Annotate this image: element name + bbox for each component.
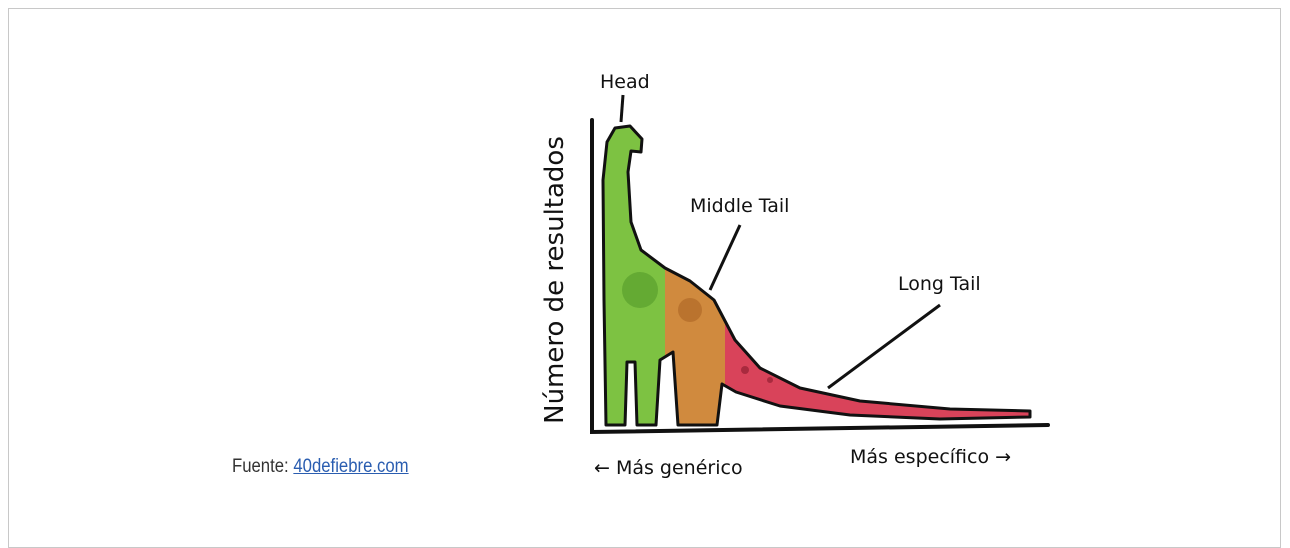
middle-label: Middle Tail — [690, 195, 789, 217]
source-link[interactable]: 40defiebre.com — [293, 456, 409, 477]
page: Head Middle Tail Long Tail Número de res… — [8, 8, 1281, 548]
x-left-label: ← Más genérico — [594, 457, 743, 479]
head-label: Head — [600, 71, 650, 93]
x-right-label: Más específico → — [850, 446, 1011, 468]
y-axis-label: Número de resultados — [540, 136, 570, 424]
pointer-line — [708, 224, 742, 291]
caption-prefix: Fuente: — [232, 456, 289, 477]
illustration: Head Middle Tail Long Tail Número de res… — [540, 71, 1050, 479]
dinosaur-outline — [601, 124, 1032, 427]
pointer-line — [827, 303, 941, 390]
pointer-line — [619, 94, 625, 123]
long-label: Long Tail — [898, 273, 981, 295]
caption: Fuente: 40defiebre.com — [232, 456, 409, 478]
axes — [590, 118, 1050, 435]
